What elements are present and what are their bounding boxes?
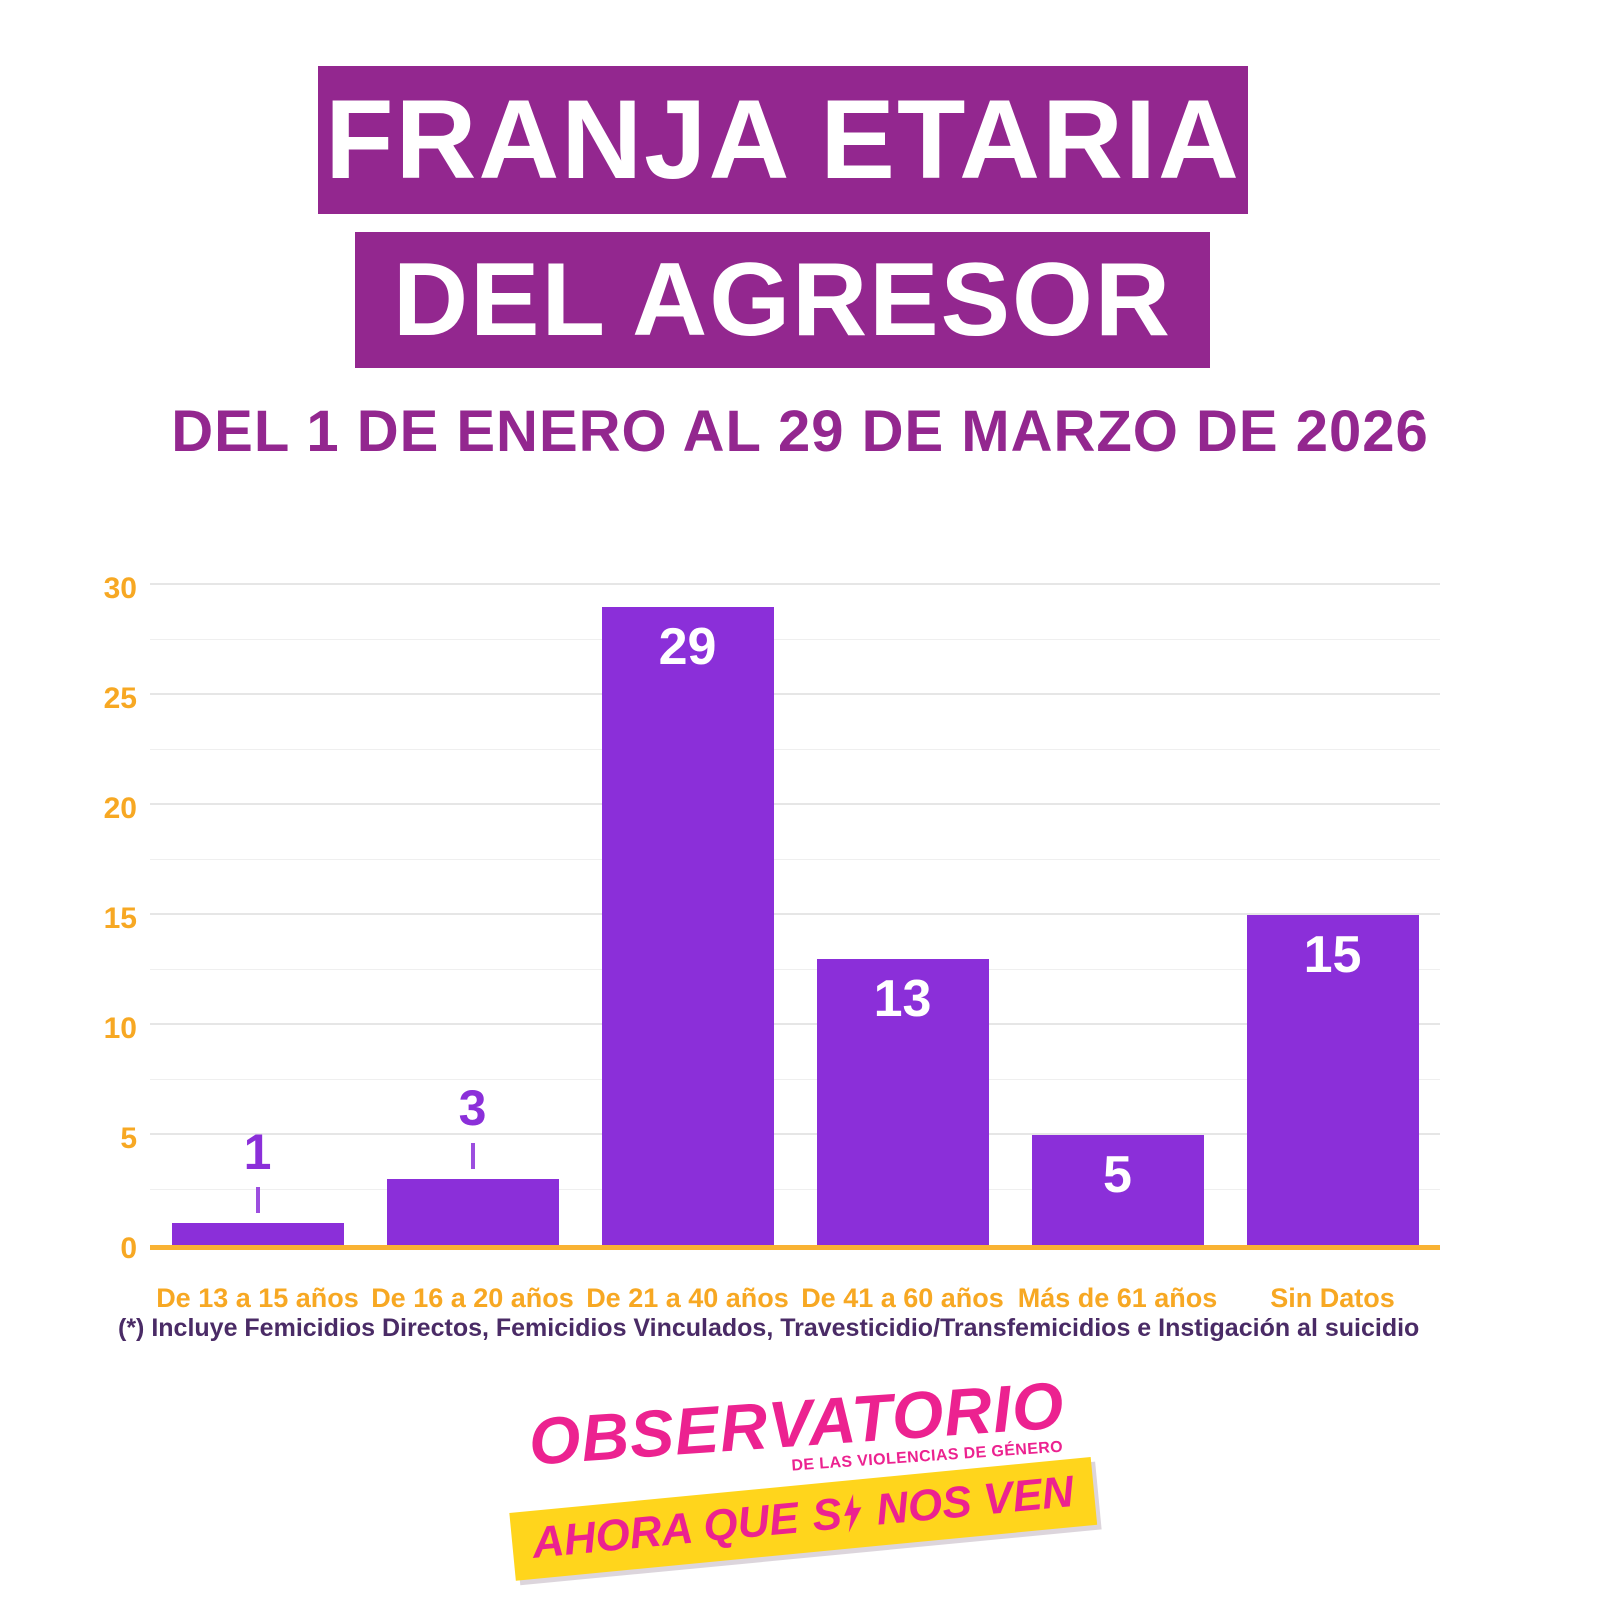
gridline xyxy=(150,969,1440,970)
bar: 5 xyxy=(1031,1135,1204,1245)
x-axis: De 13 a 15 años De 16 a 20 años De 21 a 40… xyxy=(150,1283,1440,1314)
y-tick-label: 25 xyxy=(103,682,137,715)
logo: OBSERVATORIO DE LAS VIOLENCIAS DE GÉNERO… xyxy=(0,1336,1600,1600)
subtitle-date-range: DEL 1 DE ENERO AL 29 DE MARZO DE 2026 xyxy=(171,399,1429,464)
bar-chart: 0 5 10 15 20 25 30 1 3 29 13 5 15 De 13 a 15 años De… xyxy=(95,570,1455,1340)
gridline xyxy=(150,803,1440,805)
title-line2: DEL AGRESOR xyxy=(393,242,1172,358)
bar-column: 13 xyxy=(795,585,1010,1245)
bar-column: 15 xyxy=(1225,585,1440,1245)
bar-value-label: 3 xyxy=(458,1080,487,1136)
x-axis-label: De 13 a 15 años xyxy=(156,1283,359,1313)
gridline xyxy=(150,1023,1440,1025)
gridline xyxy=(150,859,1440,860)
bar-column: 1 xyxy=(150,585,365,1245)
bar: 15 xyxy=(1246,915,1419,1245)
slogan-left: AHORA QUE xyxy=(530,1493,801,1568)
gridline xyxy=(150,583,1440,585)
title-line1: FRANJA ETARIA xyxy=(325,77,1241,202)
y-tick-label: 20 xyxy=(103,792,137,825)
y-tick-label: 30 xyxy=(103,572,137,605)
y-tick-label: 0 xyxy=(120,1232,137,1265)
bar-value-label: 29 xyxy=(658,618,717,676)
y-axis: 0 5 10 15 20 25 30 xyxy=(95,572,137,1265)
y-tick-label: 10 xyxy=(103,1012,137,1045)
bar-column: 3 xyxy=(365,585,580,1245)
gridline xyxy=(150,693,1440,695)
title-banner-line2: DEL AGRESOR xyxy=(355,232,1210,368)
y-tick-label: 15 xyxy=(103,902,137,935)
x-axis-label: Sin Datos xyxy=(1270,1283,1395,1313)
x-axis-label: De 21 a 40 años xyxy=(586,1283,789,1313)
plot-area: 1 3 29 13 5 15 xyxy=(150,583,1440,1250)
bar-value-label: 15 xyxy=(1303,926,1362,984)
gridlines xyxy=(150,583,1440,1245)
bar xyxy=(386,1179,559,1245)
slogan-badge: AHORA QUE S NOS VEN xyxy=(509,1456,1097,1581)
bar: 29 xyxy=(601,607,774,1245)
bars: 1 3 29 13 5 15 xyxy=(150,585,1440,1245)
gridline xyxy=(150,913,1440,915)
gridline xyxy=(150,1079,1440,1080)
value-leader-line xyxy=(255,1187,260,1213)
footnote: (*) Incluye Femicidios Directos, Femicid… xyxy=(118,1314,1420,1342)
slogan-si: S xyxy=(810,1488,845,1541)
x-axis-label: De 41 a 60 años xyxy=(801,1283,1004,1313)
bar xyxy=(171,1223,344,1245)
bar: 13 xyxy=(816,959,989,1245)
title-banner-line1: FRANJA ETARIA xyxy=(318,66,1248,214)
bar-column: 5 xyxy=(1010,585,1225,1245)
x-axis-label: Más de 61 años xyxy=(1017,1283,1218,1313)
value-leader-line xyxy=(470,1143,475,1169)
bar-value-label: 1 xyxy=(243,1124,272,1180)
gridline xyxy=(150,639,1440,640)
slogan-right: NOS VEN xyxy=(874,1466,1077,1535)
gridline xyxy=(150,749,1440,750)
bar-value-label: 13 xyxy=(873,970,932,1028)
y-tick-label: 5 xyxy=(120,1122,137,1155)
bar-value-label: 5 xyxy=(1103,1146,1132,1204)
x-axis-label: De 16 a 20 años xyxy=(371,1283,574,1313)
lightning-icon xyxy=(843,1493,862,1533)
bar-column: 29 xyxy=(580,585,795,1245)
gridline xyxy=(150,1189,1440,1190)
gridline xyxy=(150,1133,1440,1135)
